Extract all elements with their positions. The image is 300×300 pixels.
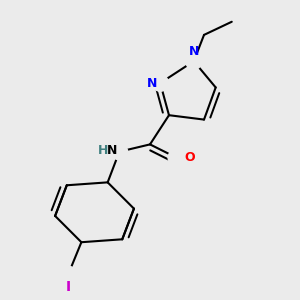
Text: N: N (189, 45, 199, 58)
Text: I: I (66, 280, 71, 294)
Circle shape (168, 149, 184, 166)
Text: H: H (98, 144, 109, 157)
Circle shape (60, 266, 76, 283)
Text: N: N (107, 144, 117, 157)
Circle shape (186, 53, 202, 69)
Text: O: O (184, 151, 195, 164)
Text: N: N (147, 76, 157, 90)
Circle shape (152, 75, 168, 91)
Circle shape (111, 143, 128, 160)
